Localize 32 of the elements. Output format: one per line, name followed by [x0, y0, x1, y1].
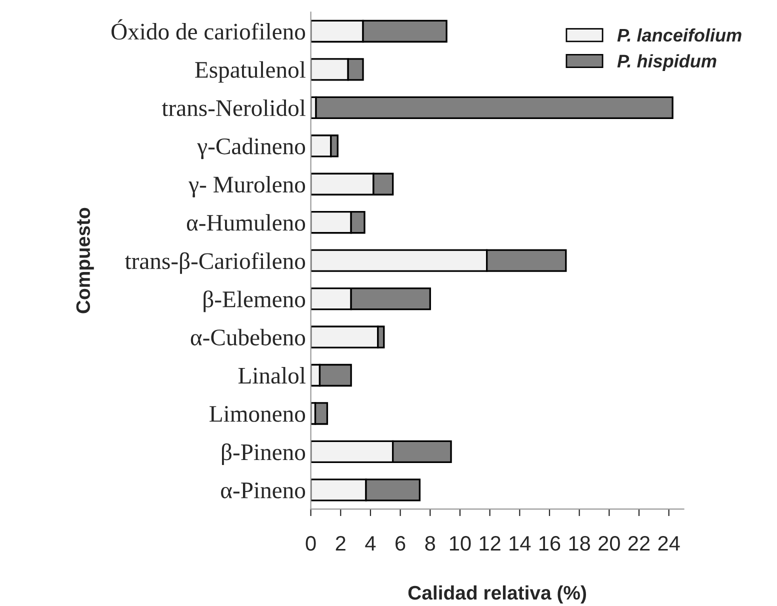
- x-tick-label: 14: [510, 536, 531, 551]
- legend-label: P. lanceifolium: [617, 28, 742, 42]
- y-tick-label: Limoneno: [210, 406, 306, 422]
- x-tick-label: 18: [569, 536, 590, 551]
- y-tick-label: Espatulenol: [195, 61, 306, 83]
- x-axis-title: Calidad relativa (%): [408, 585, 586, 604]
- y-tick-label: β-Elemeno: [204, 290, 306, 312]
- y-axis-title: Compuesto: [76, 208, 94, 314]
- x-tick-label: 8: [425, 536, 436, 551]
- bar: [314, 402, 328, 425]
- x-tick-label: 20: [598, 536, 620, 551]
- y-tick-label: γ-Cadineno: [197, 138, 306, 160]
- y-tick-label: γ- Muroleno: [188, 176, 306, 198]
- x-tick-label: 12: [480, 536, 500, 551]
- x-tick-label: 10: [450, 536, 471, 551]
- x-tick-label: 2: [336, 536, 346, 551]
- y-tick-label: α-Humuleno: [186, 214, 306, 231]
- x-tick-label: 22: [628, 536, 650, 551]
- y-tick-label: α-Pineno: [221, 482, 306, 498]
- y-tick-label: Óxido de cariofileno: [112, 19, 306, 40]
- y-tick-label: β-Pineno: [222, 443, 306, 466]
- y-tick-label: Linalol: [238, 367, 306, 384]
- y-tick-label: trans-Nerolidol: [162, 99, 306, 116]
- x-tick-label: 4: [365, 536, 376, 551]
- y-tick-label: α-Cubebeno: [190, 328, 306, 346]
- bar: [315, 96, 674, 120]
- legend-label: P. hispidum: [617, 54, 716, 72]
- x-tick-label: 24: [658, 536, 680, 551]
- x-tick-label: 0: [306, 536, 316, 551]
- y-tick-label: trans-β-Cariofileno: [125, 252, 306, 274]
- x-tick-label: 16: [540, 536, 560, 551]
- x-tick-label: 6: [396, 536, 406, 551]
